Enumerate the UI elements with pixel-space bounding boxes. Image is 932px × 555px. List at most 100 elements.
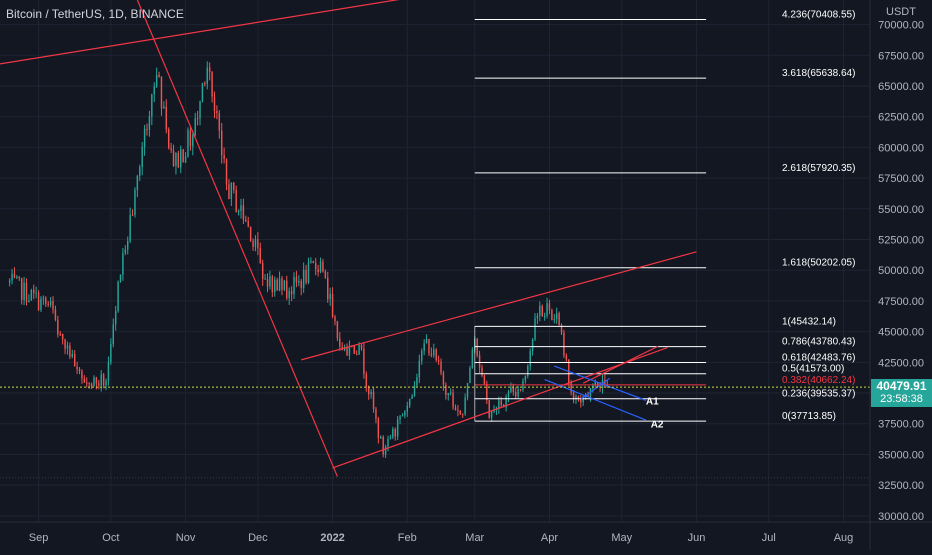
candle-body	[98, 383, 100, 386]
candle-body	[389, 437, 392, 439]
price-tick-label: 60000.00	[878, 142, 924, 154]
trendline-macro-downtrend[interactable]	[136, 0, 338, 477]
candle-body	[71, 353, 74, 357]
candle-body	[594, 382, 596, 386]
candle-body	[86, 382, 88, 384]
candle-body	[317, 269, 319, 273]
candle-body	[276, 279, 278, 291]
candle-body	[322, 261, 324, 272]
grid	[0, 0, 870, 522]
candle-body	[261, 263, 264, 280]
candle-body	[563, 332, 565, 356]
candle-body	[368, 386, 370, 395]
candle-body	[392, 428, 394, 438]
candle-body	[131, 214, 134, 216]
candle-body	[416, 377, 418, 386]
candle-body	[281, 278, 283, 290]
candle-body	[365, 374, 368, 387]
price-tick-label: 32500.00	[878, 480, 924, 492]
candle-body	[288, 291, 290, 298]
candle-body	[319, 261, 322, 273]
candle-body	[331, 293, 334, 317]
candle-body	[478, 355, 481, 368]
blue-line-A1[interactable]	[554, 365, 647, 401]
candle-body	[348, 345, 351, 356]
candle-body	[452, 392, 454, 408]
candle-body	[541, 305, 543, 317]
candle-body	[486, 383, 488, 401]
candle-body	[192, 135, 194, 147]
candle-body	[45, 297, 47, 304]
candle-body	[298, 281, 300, 283]
current-price-tag: 40479.91 23:58:38	[871, 379, 932, 408]
candle-body	[35, 292, 37, 294]
trendlines[interactable]: A1 A2	[0, 0, 697, 477]
fib-level-label: 2.618(57920.35)	[782, 163, 855, 174]
candle-body	[425, 338, 428, 344]
candle-body	[40, 298, 42, 310]
trendline-channel-bottom-extension[interactable]	[582, 345, 659, 384]
candle-body	[170, 148, 172, 151]
candle-body	[406, 405, 409, 412]
candle-body	[517, 389, 519, 397]
time-tick-label: May	[611, 532, 632, 544]
candle-body	[380, 436, 382, 439]
candle-body	[117, 281, 119, 312]
price-axis[interactable]: 30000.0032500.0035000.0037500.0040000.00…	[869, 0, 932, 550]
candle-body	[278, 278, 281, 291]
candle-body	[189, 130, 192, 147]
candle-body	[587, 395, 589, 397]
candle-body	[163, 106, 165, 109]
candle-body	[437, 360, 440, 362]
candle-body	[196, 118, 199, 120]
candle-body	[353, 346, 355, 355]
candle-body	[312, 261, 315, 263]
trendline-upper-resistance[interactable]	[0, 0, 624, 65]
candle-body	[382, 436, 384, 455]
candle-body	[394, 428, 396, 437]
candle-body	[483, 375, 486, 384]
price-tick-label: 67500.00	[878, 50, 924, 62]
candle-body	[264, 278, 266, 280]
candle-body	[310, 261, 312, 263]
candle-body	[64, 339, 66, 349]
price-tick-label: 65000.00	[878, 81, 924, 93]
time-tick-label: 2022	[320, 532, 344, 544]
trendline-channel-bottom[interactable]	[332, 347, 668, 469]
fib-level-label: 0(37713.85)	[782, 411, 836, 422]
candle-body	[527, 366, 529, 377]
candle-body	[23, 282, 25, 300]
price-tick-label: 50000.00	[878, 265, 924, 277]
candle-body	[546, 303, 548, 316]
price-tick-label: 70000.00	[878, 20, 924, 32]
candle-body	[225, 158, 228, 185]
candle-body	[433, 349, 435, 356]
trendline-channel-top[interactable]	[301, 251, 697, 361]
candle-body	[529, 350, 531, 367]
candle-body	[430, 353, 433, 356]
candle-body	[445, 384, 447, 396]
candle-body	[558, 313, 560, 326]
time-axis[interactable]: Sep Oct Nov Dec 2022 Feb Mar Apr May Jun Jul Aug	[0, 521, 932, 544]
candle-body	[175, 153, 177, 166]
candle-body	[327, 277, 329, 300]
candle-body	[73, 353, 76, 367]
blue-line-A-link[interactable]	[580, 377, 611, 400]
candle-body	[165, 106, 168, 130]
candle-body	[490, 411, 493, 418]
candle-body	[536, 315, 539, 319]
price-axis-unit[interactable]: USDT	[886, 6, 916, 18]
blue-line-A2[interactable]	[544, 378, 647, 421]
candle-body	[464, 397, 466, 414]
time-tick-label: Jun	[688, 532, 706, 544]
candle-body	[404, 411, 406, 416]
candle-body	[471, 349, 474, 368]
candle-body	[160, 76, 163, 109]
candle-body	[290, 291, 293, 295]
candle-body	[481, 367, 483, 376]
fibonacci-extension[interactable]: 4.236(70408.55) 3.618(65638.64) 2.618(5792…	[474, 10, 856, 423]
candle-body	[245, 219, 247, 222]
candle-body	[114, 311, 117, 325]
